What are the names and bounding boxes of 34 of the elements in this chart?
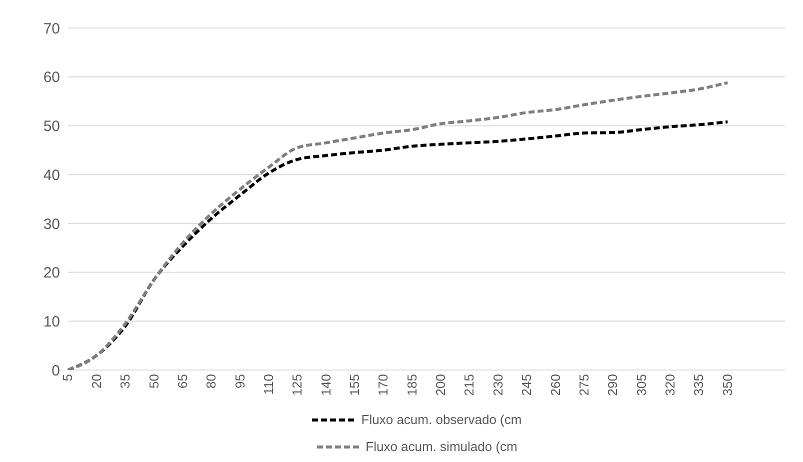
x-tick-label: 260: [548, 374, 563, 396]
y-tick-label: 0: [52, 362, 60, 380]
y-tick-label: 50: [43, 118, 60, 136]
x-tick-label: 20: [88, 374, 104, 388]
x-tick-label: 110: [260, 374, 276, 395]
x-tick-label: 230: [490, 374, 506, 396]
x-tick-label: 5: [60, 374, 76, 382]
legend-label: Fluxo acum. simulado (cm: [366, 439, 518, 454]
x-tick-label: 305: [634, 374, 649, 396]
x-tick-label: 320: [662, 374, 678, 396]
x-tick-label: 35: [118, 374, 133, 388]
x-tick-label: 65: [174, 374, 190, 388]
x-tick-label: 50: [146, 374, 162, 388]
x-tick-label: 125: [290, 374, 305, 396]
x-tick-label: 95: [232, 374, 248, 388]
x-tick-label: 140: [318, 374, 334, 396]
y-tick-label: 70: [43, 20, 60, 38]
x-tick-label: 185: [404, 374, 420, 396]
x-tick-label: 335: [691, 374, 706, 396]
x-tick-label: 350: [720, 374, 735, 396]
x-tick-label: 245: [519, 374, 534, 396]
x-tick-label: 275: [576, 374, 592, 396]
x-tick-label: 155: [347, 374, 362, 396]
y-tick-label: 20: [43, 264, 60, 282]
legend-label: Fluxo acum. observado (cm: [361, 412, 522, 427]
x-tick-label: 170: [376, 374, 391, 396]
y-tick-label: 40: [43, 166, 60, 184]
x-tick-label: 215: [462, 374, 477, 396]
y-tick-label: 10: [43, 313, 60, 330]
y-tick-label: 60: [43, 69, 60, 86]
x-tick-label: 200: [433, 374, 448, 396]
x-tick-label: 80: [204, 374, 219, 388]
y-tick-label: 30: [43, 216, 60, 233]
x-tick-label: 290: [605, 374, 620, 396]
